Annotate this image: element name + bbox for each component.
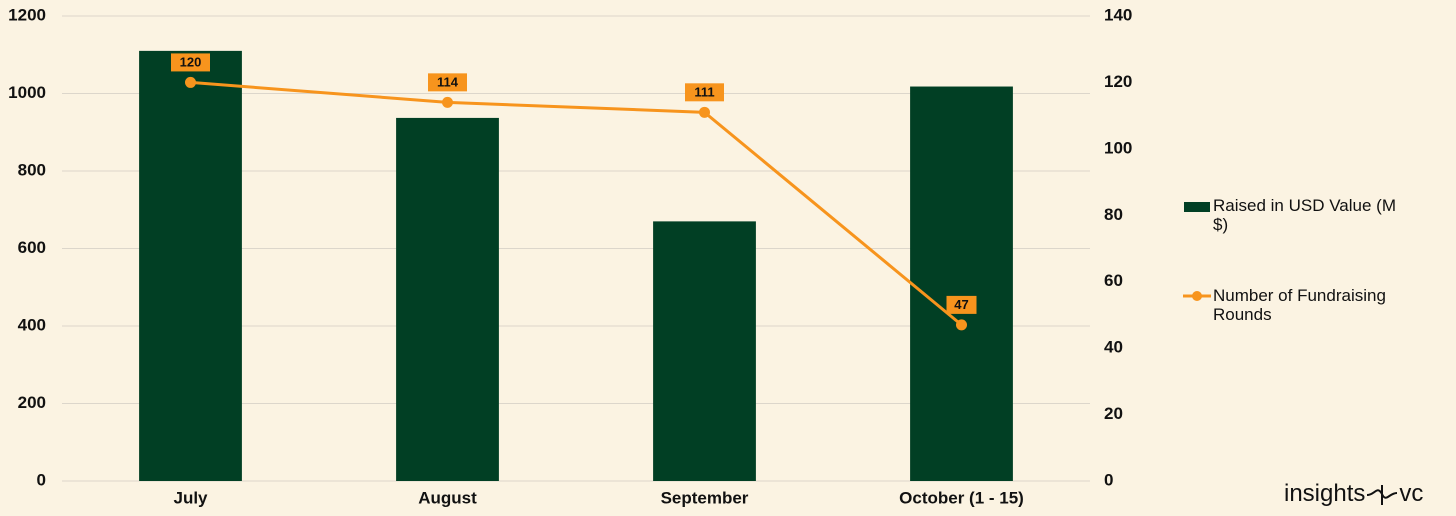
x-tick-label: October (1 - 15) bbox=[899, 488, 1024, 507]
value-label: 111 bbox=[694, 84, 714, 99]
value-label: 47 bbox=[954, 297, 968, 312]
y2-tick-label: 40 bbox=[1104, 338, 1123, 357]
value-label: 120 bbox=[180, 54, 202, 69]
y2-tick-label: 100 bbox=[1104, 138, 1132, 157]
value-label-box bbox=[171, 53, 210, 72]
y2-tick-label: 60 bbox=[1104, 271, 1123, 290]
watermark-text: vc bbox=[1399, 480, 1424, 507]
bar bbox=[139, 50, 242, 481]
bar bbox=[910, 86, 1013, 482]
y2-tick-label: 140 bbox=[1104, 5, 1132, 24]
y-tick-label: 200 bbox=[18, 393, 46, 412]
legend-label: Raised in USD Value (M $) bbox=[1213, 196, 1396, 234]
y-tick-label: 1000 bbox=[8, 83, 46, 102]
y-tick-label: 800 bbox=[18, 160, 46, 179]
line-point bbox=[185, 76, 196, 88]
y-tick-label: 1200 bbox=[8, 5, 46, 24]
legend-swatch bbox=[1184, 202, 1210, 212]
y2-tick-label: 120 bbox=[1104, 72, 1132, 91]
x-tick-label: August bbox=[418, 488, 477, 507]
value-label-box bbox=[685, 83, 724, 102]
y2-tick-label: 80 bbox=[1104, 205, 1123, 224]
watermark-logo bbox=[1367, 485, 1398, 505]
legend-item: Raised in USD Value (M $) bbox=[1183, 196, 1453, 234]
y-tick-label: 0 bbox=[37, 470, 46, 489]
legend-label: Number of Fundraising Rounds bbox=[1213, 286, 1386, 324]
y-tick-label: 400 bbox=[18, 315, 46, 334]
value-label-box bbox=[946, 295, 977, 314]
bar bbox=[653, 221, 756, 481]
value-label: 114 bbox=[437, 74, 459, 89]
value-label-box bbox=[428, 73, 467, 92]
y-tick-label: 600 bbox=[18, 238, 46, 257]
legend-key bbox=[1183, 196, 1211, 216]
legend: Raised in USD Value (M $) Number of Fundr… bbox=[1183, 196, 1453, 376]
legend-swatch bbox=[1183, 291, 1211, 301]
bar bbox=[396, 117, 499, 481]
x-tick-label: September bbox=[661, 488, 749, 507]
watermark-text: insights bbox=[1284, 480, 1366, 507]
legend-key bbox=[1183, 286, 1211, 306]
y2-tick-label: 0 bbox=[1104, 470, 1113, 489]
watermark: insights vc bbox=[1284, 480, 1423, 508]
line bbox=[190, 80, 963, 327]
y2-tick-label: 20 bbox=[1104, 404, 1123, 423]
line-point bbox=[442, 96, 453, 108]
x-tick-label: July bbox=[173, 488, 208, 507]
line-point bbox=[956, 319, 967, 331]
legend-item: Number of Fundraising Rounds bbox=[1183, 286, 1453, 324]
line-point bbox=[699, 106, 710, 118]
